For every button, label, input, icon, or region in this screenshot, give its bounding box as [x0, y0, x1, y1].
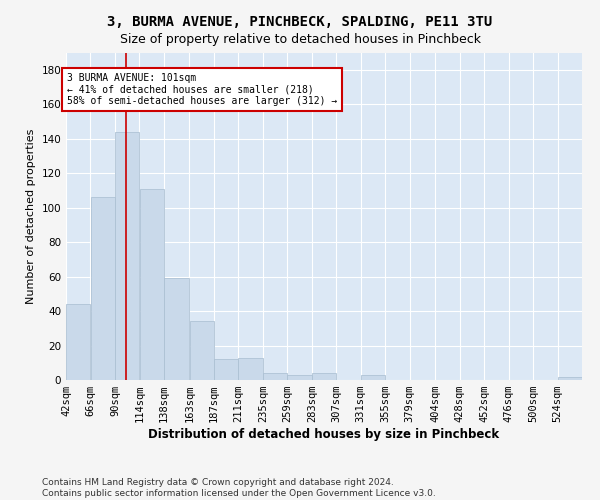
Bar [91, 198, 115, 380]
Bar [238, 358, 263, 380]
Y-axis label: Number of detached properties: Number of detached properties [26, 128, 36, 304]
Bar [312, 373, 336, 380]
X-axis label: Distribution of detached houses by size in Pinchbeck: Distribution of detached houses by size … [148, 428, 500, 441]
Bar [115, 132, 139, 380]
Bar [140, 188, 164, 380]
Bar [361, 375, 385, 380]
Bar [287, 375, 311, 380]
Bar [190, 322, 214, 380]
Text: Contains HM Land Registry data © Crown copyright and database right 2024.
Contai: Contains HM Land Registry data © Crown c… [42, 478, 436, 498]
Text: Size of property relative to detached houses in Pinchbeck: Size of property relative to detached ho… [119, 32, 481, 46]
Text: 3, BURMA AVENUE, PINCHBECK, SPALDING, PE11 3TU: 3, BURMA AVENUE, PINCHBECK, SPALDING, PE… [107, 15, 493, 29]
Bar [164, 278, 189, 380]
Text: 3 BURMA AVENUE: 101sqm
← 41% of detached houses are smaller (218)
58% of semi-de: 3 BURMA AVENUE: 101sqm ← 41% of detached… [67, 73, 337, 106]
Bar [263, 373, 287, 380]
Bar [557, 376, 582, 380]
Bar [66, 304, 91, 380]
Bar [214, 360, 238, 380]
